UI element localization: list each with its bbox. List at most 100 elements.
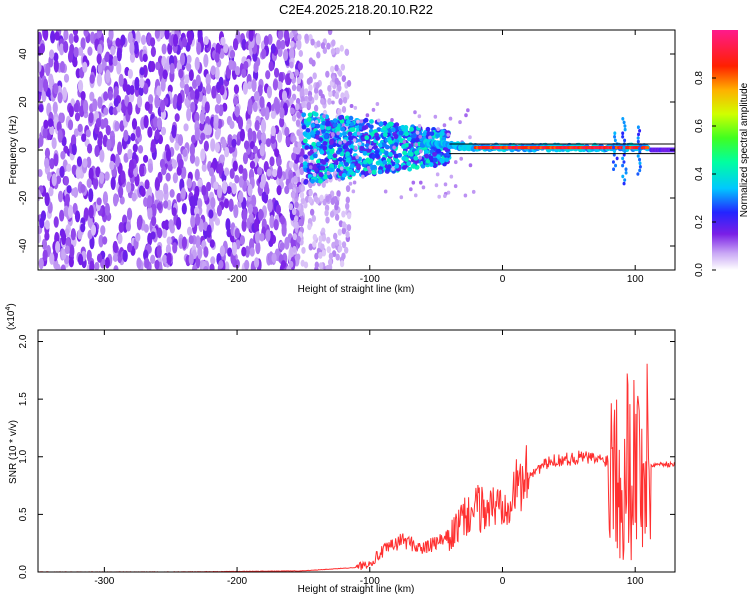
heatmap-cell: [102, 236, 108, 245]
heatmap-cell: [613, 135, 617, 139]
heatmap-cell: [214, 129, 220, 140]
heatmap-cell: [402, 165, 407, 170]
colorbar: 0.0 0.2 0.4 0.6 0.8 Normalized spectral ampl…: [694, 30, 750, 277]
heatmap-cell: [436, 148, 442, 154]
heatmap-cell: [38, 257, 44, 270]
y-tick-label: -40: [18, 238, 29, 253]
heatmap-cell: [146, 195, 153, 209]
heatmap-cell: [288, 161, 294, 169]
heatmap-cell: [156, 85, 162, 98]
heatmap-cell: [108, 55, 114, 65]
x-tick-label: 0: [500, 274, 506, 285]
heatmap-cell: [229, 168, 235, 179]
heatmap-cell: [57, 92, 63, 104]
heatmap-cell: [313, 112, 319, 117]
heatmap-cell: [432, 157, 438, 163]
heatmap-cell: [157, 227, 163, 239]
heatmap-cell: [345, 157, 351, 163]
heatmap-cell: [190, 101, 196, 113]
heatmap-cell: [128, 159, 135, 173]
heatmap-cell: [275, 204, 282, 215]
heatmap-cell: [61, 231, 67, 246]
heatmap-cell: [345, 230, 350, 238]
heatmap-cell: [214, 52, 220, 63]
spectrogram-y-axis: -40 -20 0 20 40: [18, 48, 675, 253]
heatmap-cell: [181, 203, 187, 215]
heatmap-cell: [311, 59, 316, 67]
heatmap-cell: [183, 123, 189, 132]
heatmap-cell: [82, 158, 88, 168]
heatmap-cell: [118, 73, 124, 87]
heatmap-cell: [77, 229, 83, 240]
heatmap-cell: [168, 219, 174, 231]
heatmap-cell: [54, 31, 60, 41]
heatmap-cell: [337, 156, 343, 162]
heatmap-cell: [196, 41, 202, 55]
heatmap-cell: [270, 110, 277, 120]
heatmap-cell: [247, 204, 254, 215]
heatmap-cell: [182, 148, 188, 158]
heatmap-cell: [152, 116, 159, 128]
heatmap-cell: [38, 104, 44, 113]
heatmap-cell: [97, 137, 103, 147]
heatmap-cell: [172, 33, 179, 47]
heatmap-cell: [318, 251, 323, 259]
heatmap-cell: [80, 90, 86, 101]
heatmap-cell: [296, 111, 302, 119]
heatmap-cell: [314, 252, 319, 260]
heatmap-cell: [334, 77, 339, 85]
heatmap-cell: [259, 96, 265, 109]
heatmap-cell: [151, 203, 157, 218]
heatmap-cell: [247, 127, 253, 141]
heatmap-cell: [197, 178, 203, 187]
heatmap-cell: [125, 181, 132, 194]
heatmap-cell: [425, 126, 431, 132]
heatmap-cell: [59, 209, 65, 222]
heatmap-cell: [154, 30, 160, 39]
heatmap-cell: [341, 221, 347, 229]
heatmap-cell: [289, 32, 294, 40]
heatmap-cell: [218, 260, 224, 269]
heatmap-cell: [306, 101, 311, 109]
heatmap-cell: [459, 156, 463, 161]
heatmap-cell: [277, 30, 284, 41]
heatmap-cell: [44, 192, 50, 207]
heatmap-cell: [288, 203, 294, 211]
heatmap-cell: [116, 47, 122, 62]
heatmap-cell: [112, 240, 118, 253]
heatmap-cell: [320, 243, 325, 251]
heatmap-cell: [364, 143, 370, 148]
heatmap-cell: [243, 140, 250, 150]
heatmap-cell: [278, 72, 284, 84]
heatmap-cell: [86, 156, 92, 169]
heatmap-cell: [216, 204, 223, 217]
heatmap-cell: [213, 181, 219, 190]
heatmap-cell: [114, 153, 120, 168]
snr-panel: -300 -200 -100 0 100 0.0 0.5 1.0 1.5 2.0 Height …: [5, 303, 676, 595]
heatmap-cell: [186, 62, 192, 72]
heatmap-cell: [48, 186, 54, 197]
heatmap-cell: [293, 175, 298, 183]
heatmap-cell: [142, 154, 149, 163]
heatmap-cell: [289, 61, 294, 69]
heatmap-cell: [234, 105, 240, 118]
heatmap-cell: [205, 73, 211, 87]
heatmap-cell: [359, 145, 364, 151]
heatmap-cell: [270, 125, 276, 137]
heatmap-cell: [179, 52, 186, 66]
heatmap-cell: [247, 98, 253, 113]
heatmap-cell: [139, 163, 145, 177]
heatmap-cell: [290, 40, 295, 48]
heatmap-cell: [329, 65, 335, 73]
heatmap-cell: [122, 249, 128, 263]
colorbar-tick-label: 0.2: [694, 215, 705, 229]
heatmap-cell: [164, 30, 170, 40]
heatmap-cell: [623, 138, 627, 143]
heatmap-cell: [294, 201, 299, 209]
heatmap-cell: [99, 118, 106, 130]
heatmap-cell: [243, 60, 249, 70]
heatmap-cell: [615, 156, 619, 161]
heatmap-cell: [371, 107, 376, 112]
heatmap-cell: [96, 197, 102, 206]
heatmap-cell: [253, 61, 259, 74]
